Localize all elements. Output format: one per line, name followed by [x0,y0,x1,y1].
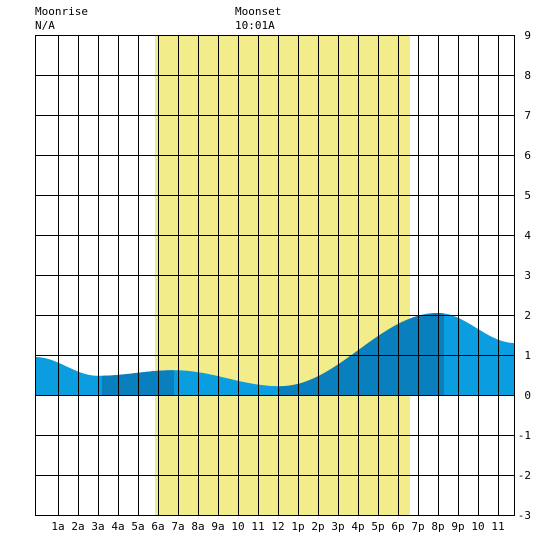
x-tick-label: 2p [311,520,324,533]
x-tick-label: 10 [231,520,244,533]
moonrise-label: Moonrise [35,5,88,18]
y-tick-label: 4 [524,229,531,242]
x-tick-label: 1a [51,520,64,533]
x-tick-label: 8p [431,520,444,533]
tide-area-dark-2 [278,313,444,395]
x-tick-label: 6a [151,520,164,533]
moonrise-value: N/A [35,19,55,32]
y-tick-label: 9 [524,29,531,42]
x-tick-label: 11 [491,520,504,533]
y-tick-label: 8 [524,69,531,82]
x-tick-label: 9a [211,520,224,533]
x-tick-label: 9p [451,520,464,533]
x-tick-label: 12 [271,520,284,533]
y-tick-label: 3 [524,269,531,282]
x-tick-labels: 1a 2a 3a 4a 5a 6a 7a 8a 9a 10 11 12 1p 2p 3p 4p 5p 6p 7p 8p… [51,520,504,533]
x-tick-label: 5p [371,520,384,533]
y-tick-label: -1 [518,429,531,442]
x-tick-label: 7a [171,520,184,533]
x-tick-label: 1p [291,520,304,533]
x-tick-label: 7p [411,520,424,533]
grid-layer [35,35,515,516]
y-tick-label: -3 [518,509,531,522]
x-tick-label: 3p [331,520,344,533]
y-tick-label: 5 [524,189,531,202]
y-tick-label: 0 [524,389,531,402]
y-tick-label: 2 [524,309,531,322]
plot-border [35,35,515,516]
x-tick-label: 10 [471,520,484,533]
y-tick-label: 7 [524,109,531,122]
x-tick-label: 3a [91,520,104,533]
x-tick-label: 2a [71,520,84,533]
x-tick-label: 5a [131,520,144,533]
moonset-value: 10:01A [235,19,275,32]
tide-layer [35,313,515,395]
moonset-label: Moonset [235,5,281,18]
x-tick-label: 6p [391,520,404,533]
x-tick-label: 4a [111,520,124,533]
x-tick-label: 8a [191,520,204,533]
y-tick-label: 6 [524,149,531,162]
y-tick-labels: -3 -2 -1 0 1 2 3 4 5 6 7 8 9 [518,29,532,522]
y-tick-label: -2 [518,469,531,482]
x-tick-label: 4p [351,520,364,533]
y-tick-label: 1 [524,349,531,362]
x-tick-label: 11 [251,520,264,533]
